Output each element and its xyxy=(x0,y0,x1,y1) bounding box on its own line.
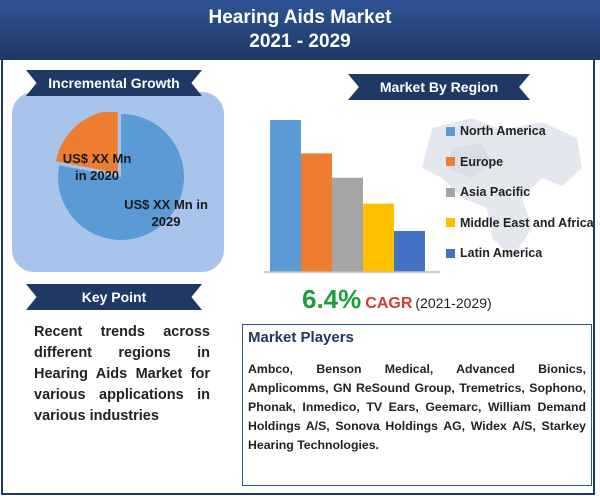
pie-slice-2029 xyxy=(58,114,185,240)
pie-slice-2020 xyxy=(56,112,118,174)
title-line-1: Hearing Aids Market xyxy=(208,7,392,28)
cagr-label: CAGR xyxy=(365,295,413,312)
market-players-box xyxy=(242,324,592,486)
cagr-years: (2021-2029) xyxy=(415,295,492,311)
pie-label-2020-text: US$ XX Mn in 2020 xyxy=(62,151,132,183)
bar-north-america xyxy=(270,120,301,272)
legend-item-asia-pacific: Asia Pacific xyxy=(446,177,594,208)
legend-label: Asia Pacific xyxy=(460,185,531,200)
cagr-value: 6.4% xyxy=(302,284,362,314)
cagr-callout: 6.4% CAGR (2021-2029) xyxy=(302,284,492,315)
incremental-growth-pie xyxy=(56,112,185,240)
legend-item-europe: Europe xyxy=(446,147,594,178)
legend-swatch xyxy=(446,157,455,167)
title-line-2: 2021 - 2029 xyxy=(249,31,351,52)
legend-item-latin-america: Latin America xyxy=(446,238,594,269)
legend-label: Europe xyxy=(460,154,504,169)
pie-label-2029-text: US$ XX Mn in 2029 xyxy=(124,197,208,229)
legend-label: Latin America xyxy=(460,246,543,261)
market-players-list: Ambco, Benson Medical, Advanced Bionics,… xyxy=(248,362,586,452)
legend-label: North America xyxy=(460,124,546,139)
pie-label-2029: US$ XX Mn in 2029 xyxy=(116,196,216,230)
legend-swatch xyxy=(446,126,455,136)
bar-middle-east-and-africa xyxy=(363,203,394,272)
market-players-heading: Market Players xyxy=(248,329,354,346)
title-banner: Hearing Aids Market 2021 - 2029 xyxy=(0,0,600,60)
incremental-growth-heading: Incremental Growth xyxy=(26,70,202,96)
world-map-graphic xyxy=(422,118,582,258)
bar-asia-pacific xyxy=(332,177,363,272)
key-point-heading: Key Point xyxy=(26,284,202,310)
legend-swatch xyxy=(446,248,455,258)
region-bar-chart xyxy=(264,120,440,273)
key-point-text: Recent trends across different regions i… xyxy=(34,324,210,424)
legend-item-north-america: North America xyxy=(446,116,594,147)
bar-latin-america xyxy=(394,230,425,272)
pie-label-2020: US$ XX Mn in 2020 xyxy=(52,150,142,184)
legend-swatch xyxy=(446,187,455,197)
bar-europe xyxy=(301,153,332,272)
region-legend: North America Europe Asia Pacific Middle Ea… xyxy=(446,116,594,269)
legend-swatch xyxy=(446,218,455,228)
market-by-region-heading: Market By Region xyxy=(348,74,530,100)
legend-label: Middle East and Africa xyxy=(460,215,594,230)
legend-item-middle-east-and-africa: Middle East and Africa xyxy=(446,208,594,239)
